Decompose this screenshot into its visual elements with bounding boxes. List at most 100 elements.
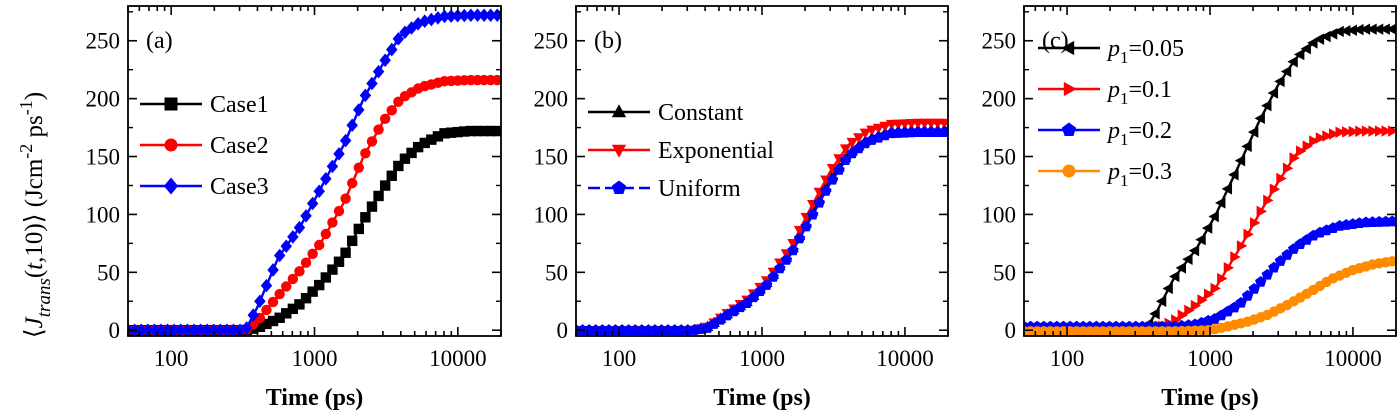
data-point — [1155, 295, 1167, 307]
data-point — [1276, 172, 1287, 185]
data-point — [1177, 309, 1189, 321]
data-point — [1353, 23, 1364, 36]
data-point — [787, 244, 799, 256]
data-point — [306, 196, 319, 211]
data-point — [826, 164, 839, 175]
data-point — [386, 42, 398, 57]
data-point — [254, 294, 266, 309]
data-point — [1287, 56, 1298, 68]
data-point — [1190, 299, 1202, 312]
series-1 — [128, 125, 501, 336]
legend-marker — [1063, 81, 1077, 97]
series-line — [1024, 27, 1396, 332]
legend-item: Exponential — [588, 138, 774, 164]
data-point — [1169, 270, 1180, 283]
data-point — [274, 288, 285, 300]
data-point — [826, 173, 839, 185]
legend-item: Constant — [588, 100, 744, 126]
data-point — [1355, 125, 1366, 137]
data-point — [1162, 282, 1173, 295]
data-point — [326, 159, 339, 174]
data-point — [761, 279, 773, 290]
data-point — [1149, 308, 1160, 320]
data-point — [774, 262, 786, 274]
legend-marker — [164, 97, 178, 111]
data-point — [194, 323, 207, 336]
data-point — [273, 248, 286, 263]
legend-item: p1=0.1 — [1038, 77, 1172, 108]
data-point — [287, 273, 299, 285]
data-point — [142, 323, 154, 336]
data-point — [353, 162, 364, 173]
legend-item: Case3 — [140, 174, 269, 200]
data-point — [1241, 140, 1252, 153]
x-tick-label: 1000 — [292, 346, 338, 371]
y-tick-label: 0 — [1005, 318, 1017, 343]
y-tick-label: 200 — [982, 87, 1017, 112]
y-tick-label: 250 — [982, 29, 1017, 54]
legend-label: Uniform — [658, 176, 741, 202]
legend: Case1 Case2 Case3 — [140, 92, 269, 200]
y-tick-label: 50 — [97, 260, 120, 285]
data-point — [346, 177, 358, 189]
svg-text:⟨Jtrans(t,10)⟩ (Jcm-2 ps-1): ⟨Jtrans(t,10)⟩ (Jcm-2 ps-1) — [16, 92, 55, 338]
data-point — [1228, 169, 1239, 181]
data-point — [1381, 125, 1392, 137]
data-point — [372, 64, 385, 79]
legend-item: p1=0.2 — [1038, 118, 1172, 149]
data-point — [1366, 23, 1377, 35]
data-point — [465, 8, 477, 23]
data-point — [373, 190, 384, 202]
data-point — [261, 304, 272, 316]
legend-label: p1=0.2 — [1106, 118, 1172, 149]
data-point — [1296, 145, 1307, 157]
data-point — [1322, 130, 1333, 142]
data-point — [938, 118, 948, 130]
chart-panel-2: 100 1000 10000 0 50 100 150 200 250 Time (ps) (b) C… — [534, 5, 949, 411]
data-point — [1386, 215, 1396, 227]
data-point — [208, 323, 220, 336]
data-point — [1263, 194, 1274, 207]
data-point — [1379, 23, 1390, 35]
data-point — [1254, 112, 1265, 125]
data-point — [1293, 48, 1305, 61]
data-point — [1348, 125, 1360, 138]
data-point — [1300, 42, 1311, 55]
legend-label: p1=0.05 — [1106, 36, 1184, 67]
data-point — [392, 32, 405, 46]
y-tick-label: 50 — [993, 260, 1016, 285]
data-point — [247, 308, 260, 322]
data-point — [294, 266, 305, 277]
data-point — [327, 264, 338, 275]
legend-label: p1=0.3 — [1106, 159, 1172, 190]
legend-label: Case2 — [210, 133, 269, 159]
data-point — [1201, 222, 1213, 234]
data-point — [1210, 282, 1221, 295]
data-point — [859, 128, 872, 140]
panel-label: (b) — [594, 28, 622, 54]
data-point — [1182, 253, 1193, 265]
x-axis-title: Time (ps) — [1161, 385, 1259, 411]
legend-item: p1=0.3 — [1038, 159, 1172, 190]
data-point — [1302, 140, 1314, 152]
legend-label: Constant — [658, 100, 744, 126]
data-point — [767, 270, 779, 282]
data-point — [1359, 23, 1371, 35]
y-axis-label-symbol: J — [21, 315, 48, 328]
y-tick-label: 50 — [545, 260, 568, 285]
panel-label: (a) — [146, 28, 173, 54]
data-point — [313, 184, 325, 198]
data-point — [346, 235, 358, 247]
x-axis-title: Time (ps) — [266, 385, 364, 411]
data-point — [1307, 37, 1318, 49]
data-point — [1250, 217, 1261, 229]
data-point — [1223, 262, 1235, 274]
data-point — [1388, 125, 1396, 137]
series-3 — [128, 8, 501, 336]
data-point — [1387, 256, 1396, 267]
legend-marker — [1061, 122, 1077, 137]
data-point — [1274, 75, 1285, 88]
data-point — [866, 125, 878, 137]
data-point — [240, 321, 253, 335]
data-point — [339, 133, 352, 148]
